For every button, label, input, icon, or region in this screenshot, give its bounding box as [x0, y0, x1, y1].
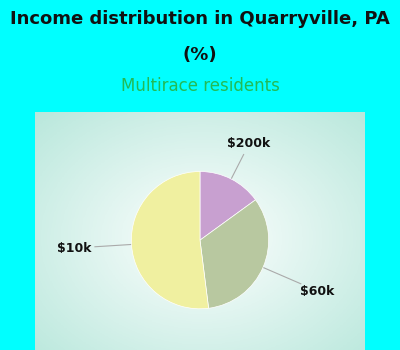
- Text: (%): (%): [183, 46, 217, 63]
- Text: Multirace residents: Multirace residents: [120, 77, 280, 95]
- Wedge shape: [131, 172, 209, 309]
- Wedge shape: [200, 200, 269, 308]
- Text: $200k: $200k: [228, 138, 271, 150]
- Text: $60k: $60k: [300, 285, 335, 297]
- Wedge shape: [200, 172, 256, 240]
- Text: Income distribution in Quarryville, PA: Income distribution in Quarryville, PA: [10, 10, 390, 28]
- Text: $10k: $10k: [57, 241, 91, 254]
